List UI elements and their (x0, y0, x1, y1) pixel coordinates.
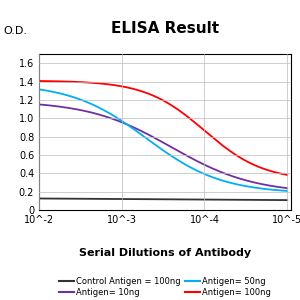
Line: Antigen= 10ng: Antigen= 10ng (39, 104, 287, 188)
Antigen= 10ng (285, 186, 289, 190)
Line: Antigen= 50ng: Antigen= 50ng (39, 89, 287, 191)
Antigen= 10ng (172, 146, 175, 150)
Antigen= 50ng (185, 164, 188, 167)
Antigen= 100ng (172, 105, 175, 108)
Antigen= 10ng (155, 137, 159, 141)
Antigen= 50ng (285, 189, 289, 193)
Antigen= 10ng (185, 154, 188, 158)
Control Antigen = 100ng (157, 197, 160, 201)
Antigen= 10ng (241, 178, 244, 181)
Antigen= 100ng (157, 96, 160, 100)
Antigen= 100ng (285, 173, 289, 177)
Antigen= 50ng (155, 144, 159, 148)
Antigen= 50ng (279, 189, 283, 192)
Text: Serial Dilutions of Antibody: Serial Dilutions of Antibody (79, 248, 251, 257)
Antigen= 100ng (185, 114, 188, 118)
Control Antigen = 100ng (285, 198, 289, 202)
Control Antigen = 100ng (37, 197, 41, 200)
Antigen= 50ng (37, 88, 41, 91)
Line: Control Antigen = 100ng: Control Antigen = 100ng (39, 199, 287, 200)
Antigen= 10ng (157, 138, 160, 142)
Control Antigen = 100ng (241, 198, 244, 202)
Text: O.D.: O.D. (3, 26, 27, 36)
Control Antigen = 100ng (172, 197, 175, 201)
Antigen= 100ng (279, 172, 283, 175)
Antigen= 50ng (241, 184, 244, 187)
Antigen= 10ng (279, 186, 283, 189)
Control Antigen = 100ng (279, 198, 283, 202)
Antigen= 50ng (172, 155, 175, 159)
Legend: Control Antigen = 100ng, Antigen= 10ng, Antigen= 50ng, Antigen= 100ng: Control Antigen = 100ng, Antigen= 10ng, … (55, 273, 275, 300)
Control Antigen = 100ng (155, 197, 159, 201)
Antigen= 100ng (241, 157, 244, 161)
Antigen= 10ng (37, 103, 41, 106)
Antigen= 50ng (157, 145, 160, 149)
Antigen= 100ng (155, 95, 159, 99)
Line: Antigen= 100ng: Antigen= 100ng (39, 81, 287, 175)
Text: ELISA Result: ELISA Result (111, 21, 219, 36)
Antigen= 100ng (37, 79, 41, 83)
Control Antigen = 100ng (185, 198, 188, 201)
